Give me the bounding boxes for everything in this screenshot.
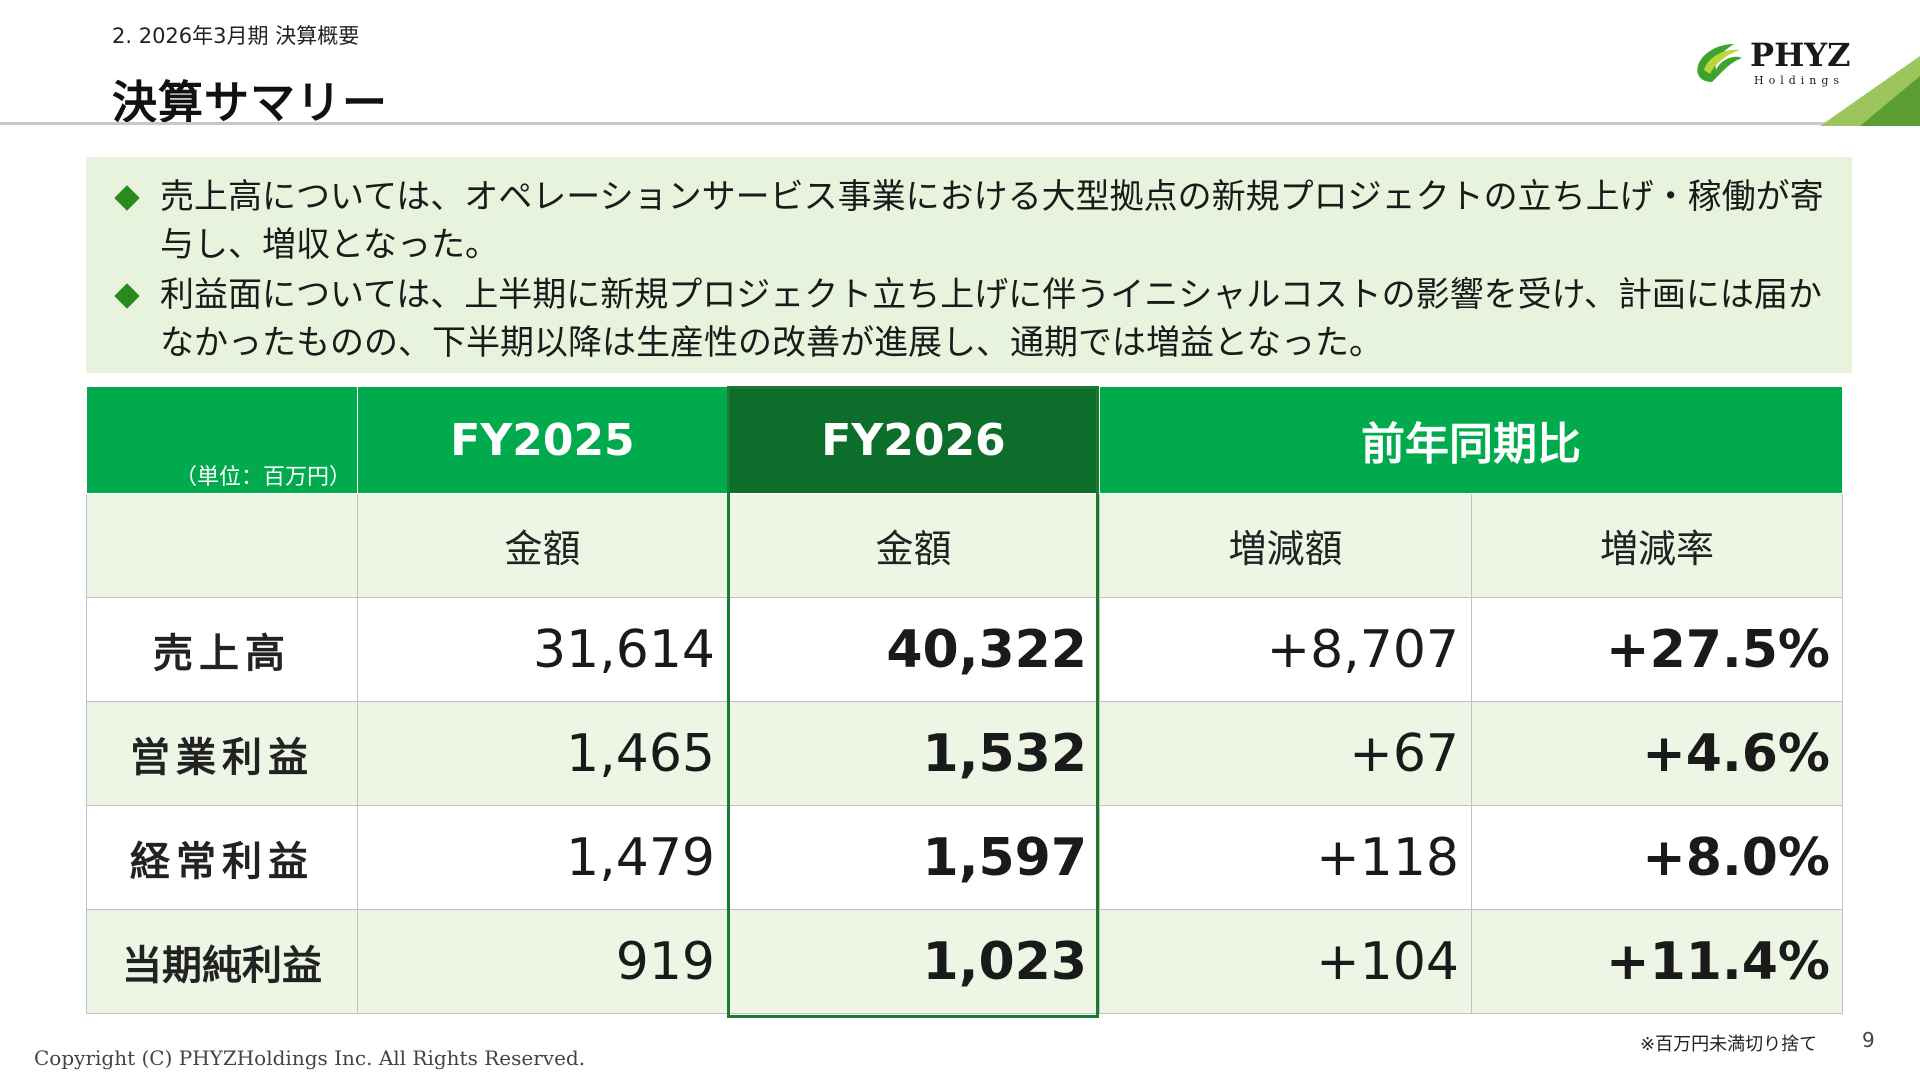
- header-fy2026: FY2026: [727, 386, 1100, 494]
- table-row: 営業利益 1,465 1,532 +67 +4.6%: [86, 701, 1843, 806]
- subheader-empty: [86, 493, 358, 598]
- row-label: 当期純利益: [86, 909, 358, 1014]
- cell-change: +118: [1099, 805, 1472, 910]
- table-row: 売上高 31,614 40,322 +8,707 +27.5%: [86, 597, 1843, 702]
- cell-rate: +27.5%: [1471, 597, 1843, 702]
- cell-fy2026: 1,532: [727, 701, 1100, 806]
- unit-label: （単位：百万円）: [86, 386, 358, 494]
- table-header-row: （単位：百万円） FY2025 FY2026 前年同期比: [86, 386, 1843, 494]
- logo-text: PHYZ: [1750, 36, 1851, 74]
- page-number: 9: [1862, 1028, 1875, 1052]
- cell-fy2025: 1,465: [357, 701, 728, 806]
- subheader-amount-fy2026: 金額: [727, 493, 1100, 598]
- summary-bullet: 利益面については、上半期に新規プロジェクト立ち上げに伴うイニシャルコストの影響を…: [112, 271, 1826, 367]
- cell-fy2026: 1,023: [727, 909, 1100, 1014]
- footnote: ※百万円未満切り捨て: [1640, 1034, 1818, 1055]
- summary-text: 利益面については、上半期に新規プロジェクト立ち上げに伴うイニシャルコストの影響を…: [160, 275, 1822, 363]
- page-title: 決算サマリー: [112, 76, 389, 129]
- cell-change: +67: [1099, 701, 1472, 806]
- cell-fy2025: 1,479: [357, 805, 728, 910]
- diamond-bullet-icon: [114, 185, 140, 211]
- table-row: 当期純利益 919 1,023 +104 +11.4%: [86, 909, 1843, 1014]
- subheader-amount-fy2025: 金額: [357, 493, 728, 598]
- subheader-change: 増減額: [1099, 493, 1472, 598]
- subheader-rate: 増減率: [1471, 493, 1843, 598]
- cell-rate: +8.0%: [1471, 805, 1843, 910]
- table-subheader-row: 金額 金額 増減額 増減率: [86, 493, 1843, 598]
- section-heading: 2. 2026年3月期 決算概要: [112, 24, 360, 48]
- header-divider: [0, 122, 1920, 125]
- cell-rate: +11.4%: [1471, 909, 1843, 1014]
- summary-bullet: 売上高については、オペレーションサービス事業における大型拠点の新規プロジェクトの…: [112, 173, 1826, 269]
- table-row: 経常利益 1,479 1,597 +118 +8.0%: [86, 805, 1843, 910]
- row-label: 経常利益: [86, 805, 358, 910]
- summary-box: 売上高については、オペレーションサービス事業における大型拠点の新規プロジェクトの…: [86, 157, 1852, 373]
- cell-fy2026: 1,597: [727, 805, 1100, 910]
- summary-text: 売上高については、オペレーションサービス事業における大型拠点の新規プロジェクトの…: [160, 177, 1824, 265]
- cell-rate: +4.6%: [1471, 701, 1843, 806]
- diamond-bullet-icon: [114, 283, 140, 309]
- corner-decoration: [1820, 56, 1920, 126]
- financial-summary-table: （単位：百万円） FY2025 FY2026 前年同期比 金額 金額 増減額 増…: [86, 386, 1843, 1014]
- cell-fy2025: 31,614: [357, 597, 728, 702]
- row-label: 営業利益: [86, 701, 358, 806]
- cell-change: +104: [1099, 909, 1472, 1014]
- copyright: Copyright (C) PHYZHoldings Inc. All Righ…: [34, 1046, 586, 1070]
- header-yoy: 前年同期比: [1099, 386, 1843, 494]
- header-fy2025: FY2025: [357, 386, 728, 494]
- logo-subtext: Holdings: [1754, 74, 1844, 87]
- cell-fy2026: 40,322: [727, 597, 1100, 702]
- row-label: 売上高: [86, 597, 358, 702]
- cell-fy2025: 919: [357, 909, 728, 1014]
- cell-change: +8,707: [1099, 597, 1472, 702]
- phyz-logo: PHYZ Holdings: [1697, 36, 1851, 87]
